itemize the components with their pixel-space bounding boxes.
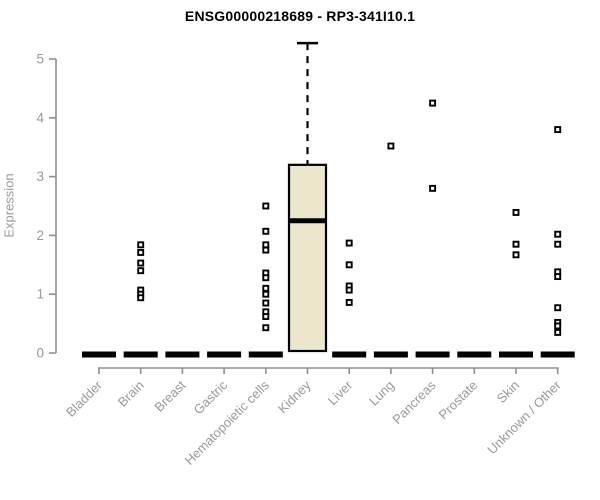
outlier-point	[262, 241, 270, 249]
x-category-label: Prostate	[436, 378, 481, 423]
x-category-label: Skin	[494, 378, 522, 406]
outlier-point	[554, 126, 562, 134]
collapsed-box	[373, 351, 408, 358]
outlier-point	[262, 246, 270, 254]
y-tick-label: 5	[36, 52, 44, 67]
y-tick-label: 3	[36, 169, 44, 184]
collapsed-box	[415, 351, 450, 358]
collapsed-box	[165, 351, 200, 358]
y-axis-label: Expression	[1, 173, 17, 238]
outlier-point	[345, 239, 353, 247]
x-category-label: Bladder	[63, 377, 106, 420]
y-tick-label: 0	[36, 346, 44, 361]
y-tick-label: 4	[36, 110, 44, 125]
x-category-label: Kidney	[275, 377, 314, 416]
collapsed-box	[248, 351, 283, 358]
outlier-point	[554, 322, 562, 330]
outlier-point	[512, 209, 520, 216]
outlier-point	[429, 184, 437, 192]
x-category-label: Brain	[115, 378, 147, 410]
outlier-point	[345, 261, 353, 269]
outlier-point	[345, 298, 353, 306]
collapsed-box	[332, 351, 367, 358]
outlier-point	[554, 273, 562, 281]
chart-title: ENSG00000218689 - RP3-341I10.1	[184, 8, 416, 24]
x-category-label: Liver	[325, 377, 356, 408]
outlier-point	[137, 267, 145, 275]
outlier-point	[262, 324, 270, 332]
outlier-point	[387, 142, 395, 150]
collapsed-box	[540, 351, 575, 358]
outlier-point	[554, 240, 562, 248]
collapsed-box	[123, 351, 158, 358]
outlier-point	[262, 299, 270, 307]
collapsed-box	[457, 351, 492, 358]
x-category-label: Breast	[151, 377, 188, 414]
outlier-point	[512, 251, 520, 259]
outlier-point	[262, 313, 270, 320]
x-category-label: Gastric	[191, 377, 231, 417]
outlier-point	[554, 328, 562, 336]
outlier-point	[262, 284, 270, 292]
outlier-point	[137, 241, 145, 249]
outlier-point	[137, 249, 145, 256]
outlier-point	[554, 230, 562, 238]
outlier-point	[512, 240, 520, 248]
outlier-point	[262, 227, 270, 235]
outlier-point	[262, 290, 270, 298]
x-category-label: Pancreas	[389, 377, 439, 427]
outlier-point	[554, 304, 562, 312]
outlier-point	[137, 259, 145, 267]
y-tick-label: 2	[36, 228, 44, 243]
outlier-point	[262, 274, 270, 282]
collapsed-box	[499, 351, 533, 358]
y-tick-label: 1	[36, 287, 44, 302]
outlier-point	[345, 286, 353, 294]
collapsed-box	[207, 351, 242, 358]
outlier-point	[429, 99, 437, 107]
outlier-point	[262, 202, 270, 210]
box	[287, 163, 328, 353]
x-category-label: Unknown / Other	[484, 377, 564, 457]
x-category-label: Lung	[366, 378, 397, 409]
outlier-point	[137, 294, 145, 302]
collapsed-box	[82, 351, 116, 358]
